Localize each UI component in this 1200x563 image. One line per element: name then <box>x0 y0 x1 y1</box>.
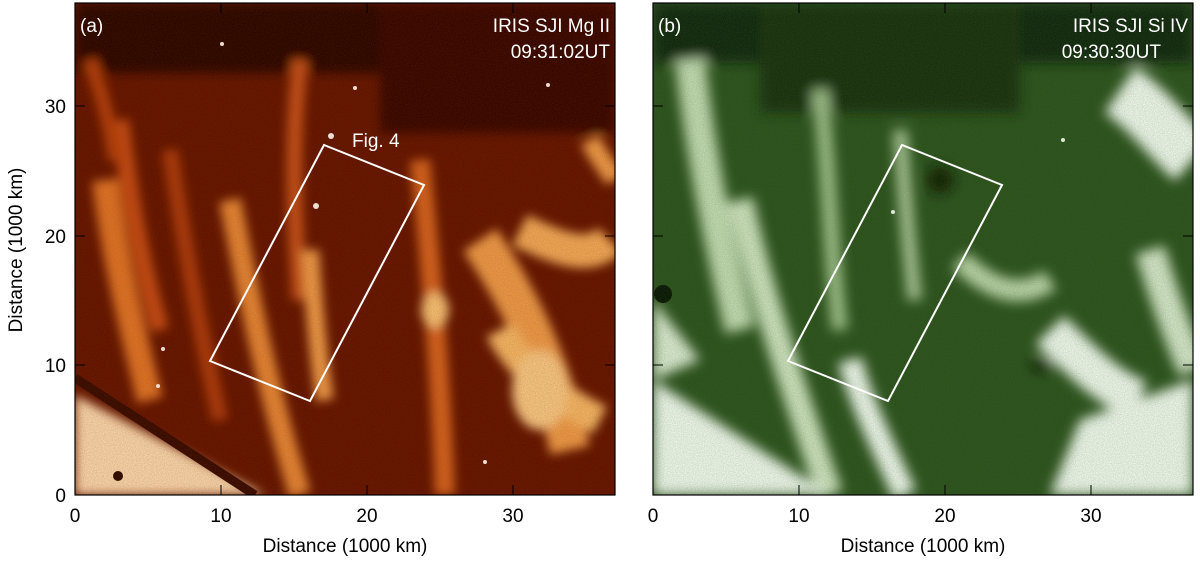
panel-b-xlabel: Distance (1000 km) <box>841 536 1006 557</box>
svg-text:0: 0 <box>70 506 81 527</box>
svg-text:10: 10 <box>788 506 809 527</box>
svg-text:10: 10 <box>45 356 66 377</box>
panel-b-x-ticklabels: 0 10 20 30 <box>648 506 1102 527</box>
panel-a-box-label: Fig. 4 <box>352 131 400 152</box>
panel-a-frame <box>74 2 616 496</box>
svg-text:0: 0 <box>648 506 659 527</box>
panel-a-time-label: 09:31:02UT <box>511 42 611 63</box>
svg-text:20: 20 <box>45 227 66 248</box>
panel-a-instrument-label: IRIS SJI Mg II <box>493 16 610 37</box>
svg-text:30: 30 <box>1080 506 1101 527</box>
panel-a-axes <box>74 3 615 496</box>
panel-b-axes <box>652 3 1193 495</box>
panel-b-roi-box <box>786 143 1004 403</box>
panel-a-ylabel: Distance (1000 km) <box>6 168 27 333</box>
svg-text:0: 0 <box>55 486 66 507</box>
panel-a-image <box>75 3 615 495</box>
svg-text:30: 30 <box>502 506 523 527</box>
panel-b-frame <box>652 2 1194 496</box>
panel-a-roi-box <box>208 143 426 403</box>
panel-a-xlabel: Distance (1000 km) <box>263 536 428 557</box>
svg-text:30: 30 <box>45 97 66 118</box>
panel-b-instrument-label: IRIS SJI Si IV <box>1073 16 1188 37</box>
panel-a-x-ticklabels: 0 10 20 30 <box>70 506 524 527</box>
panel-b-image <box>653 3 1193 495</box>
svg-text:10: 10 <box>210 506 231 527</box>
panel-a-label: (a) <box>80 16 103 37</box>
panel-a-y-ticklabels: 0 10 20 30 <box>45 97 66 507</box>
panel-b-time-label: 09:30:30UT <box>1062 42 1162 63</box>
svg-text:20: 20 <box>356 506 377 527</box>
panel-b-label: (b) <box>658 16 681 37</box>
svg-text:20: 20 <box>934 506 955 527</box>
